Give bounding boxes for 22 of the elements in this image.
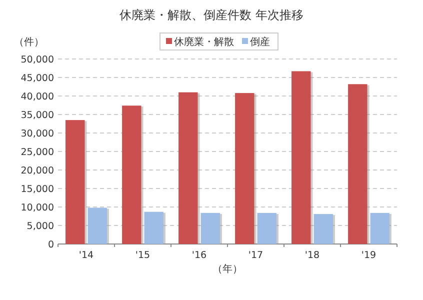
ytick: 10,000 bbox=[20, 202, 54, 214]
xtick: '16 bbox=[192, 250, 207, 261]
legend-label: 休廃業・解散 bbox=[174, 36, 234, 48]
ytick: 30,000 bbox=[20, 128, 54, 140]
title: 休廃業・解散、倒産件数 年次推移 bbox=[120, 8, 304, 22]
xlabel: （年） bbox=[212, 264, 242, 275]
ytick: 45,000 bbox=[20, 73, 54, 84]
ytick: 25,000 bbox=[20, 147, 54, 158]
xtick: '19 bbox=[361, 250, 376, 261]
ytick: 0 bbox=[48, 240, 54, 250]
ytick: 5,000 bbox=[26, 221, 54, 232]
ytick: 20,000 bbox=[20, 166, 54, 176]
ylabel: （件） bbox=[14, 37, 44, 48]
xtick: '14 bbox=[78, 250, 94, 261]
xtick: '18 bbox=[304, 250, 320, 261]
xtick: '17 bbox=[248, 250, 264, 261]
ytick: 15,000 bbox=[20, 184, 54, 195]
ytick: 40,000 bbox=[20, 92, 54, 102]
xtick: '15 bbox=[135, 250, 150, 261]
legend-label: 倒産 bbox=[250, 36, 270, 48]
ytick: 35,000 bbox=[20, 110, 54, 121]
ytick: 50,000 bbox=[20, 54, 54, 66]
